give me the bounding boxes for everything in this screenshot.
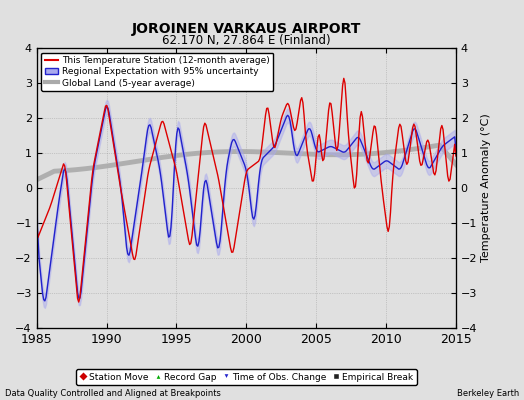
Y-axis label: Temperature Anomaly (°C): Temperature Anomaly (°C) — [482, 114, 492, 262]
Text: 62.170 N, 27.864 E (Finland): 62.170 N, 27.864 E (Finland) — [162, 34, 331, 47]
Legend: Station Move, Record Gap, Time of Obs. Change, Empirical Break: Station Move, Record Gap, Time of Obs. C… — [76, 369, 417, 385]
Text: Berkeley Earth: Berkeley Earth — [456, 389, 519, 398]
Text: JOROINEN VARKAUS AIRPORT: JOROINEN VARKAUS AIRPORT — [132, 22, 361, 36]
Text: Data Quality Controlled and Aligned at Breakpoints: Data Quality Controlled and Aligned at B… — [5, 389, 221, 398]
